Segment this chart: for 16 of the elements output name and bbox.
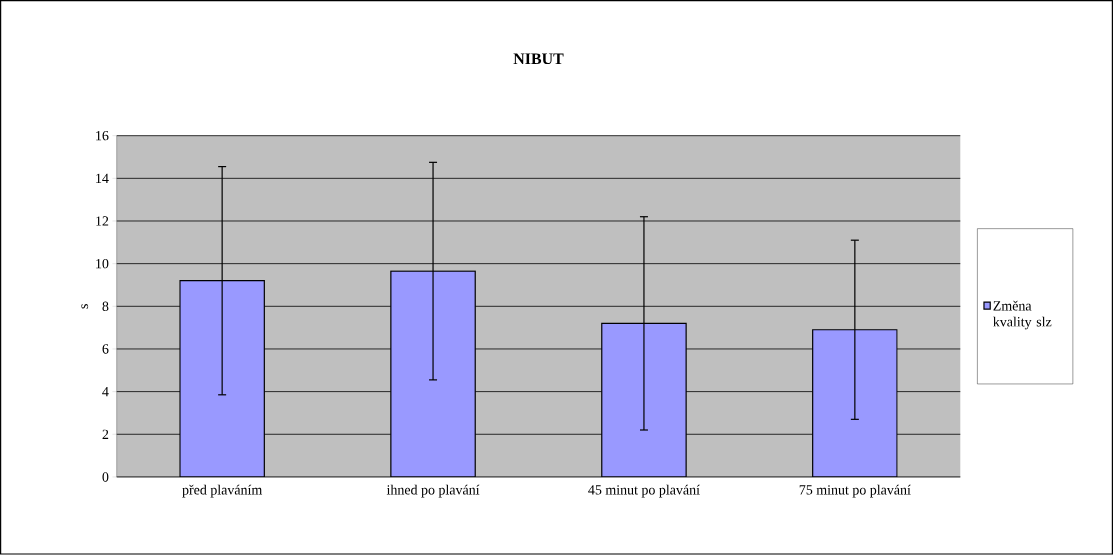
x-tick-label: před plaváním: [182, 484, 263, 498]
chart-title: NIBUT: [513, 53, 564, 65]
y-axis-title: s: [81, 304, 89, 309]
y-tick-label: 4: [102, 387, 109, 397]
y-tick-label: 10: [96, 259, 109, 269]
y-tick-label: 12: [96, 216, 109, 226]
x-tick-label: 75 minut po plavání: [799, 484, 911, 498]
y-tick-label: 8: [102, 301, 109, 312]
y-tick-label: 0: [102, 472, 109, 482]
x-tick-label: ihned po plavání: [386, 484, 480, 498]
legend-label: Změna kvality slz: [993, 300, 1052, 330]
y-tick-label: 16: [96, 131, 109, 141]
y-tick-label: 6: [102, 344, 109, 354]
x-tick-label: 45 minut po plavání: [588, 484, 700, 498]
y-tick-label: 14: [96, 173, 109, 184]
y-tick-label: 2: [102, 429, 109, 440]
